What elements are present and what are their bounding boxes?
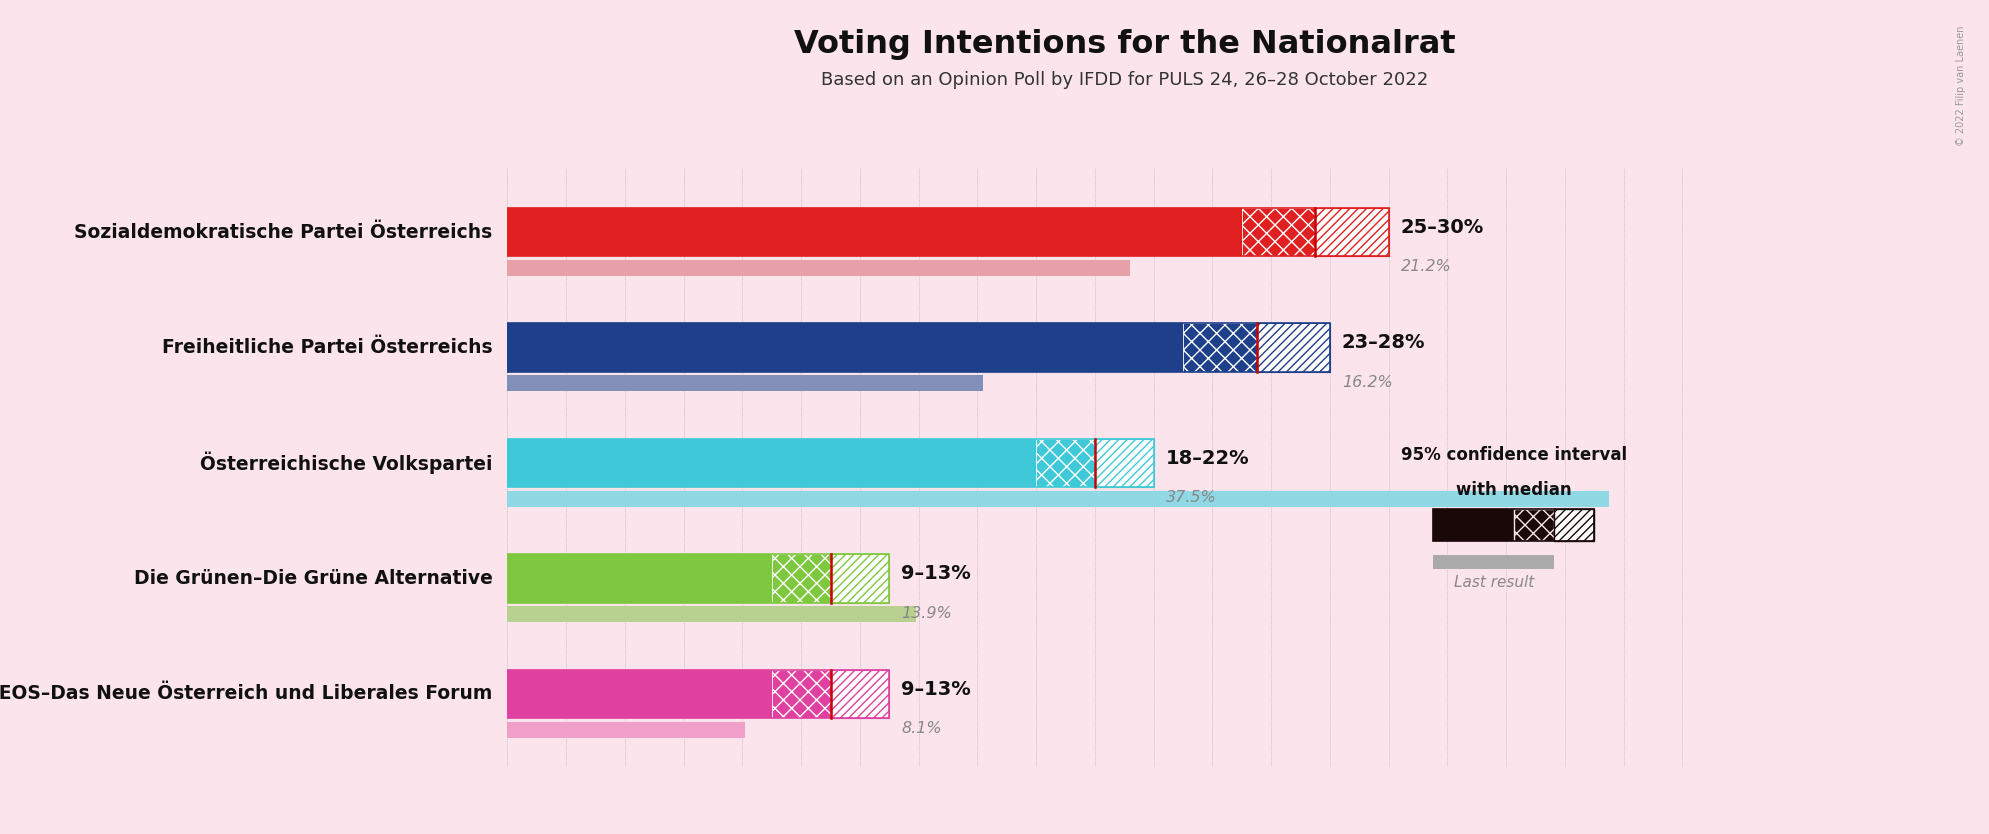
Bar	[507, 490, 1609, 507]
Bar	[507, 721, 746, 738]
Bar	[507, 439, 1154, 487]
Text: 95% confidence interval: 95% confidence interval	[1400, 446, 1625, 465]
Text: with median: with median	[1456, 481, 1571, 499]
Text: Sozialdemokratische Partei Österreichs: Sozialdemokratische Partei Österreichs	[74, 223, 493, 242]
Bar	[1255, 324, 1329, 372]
Text: 9–13%: 9–13%	[901, 565, 971, 583]
Bar	[1315, 208, 1388, 256]
Text: 23–28%: 23–28%	[1341, 334, 1424, 353]
Text: 9–13%: 9–13%	[901, 680, 971, 699]
Bar	[1514, 509, 1553, 541]
Text: 25–30%: 25–30%	[1400, 218, 1484, 237]
Text: Voting Intentions for the Nationalrat: Voting Intentions for the Nationalrat	[794, 29, 1454, 60]
Text: Last result: Last result	[1454, 575, 1534, 590]
Text: 37.5%: 37.5%	[1166, 490, 1215, 505]
Bar	[1183, 324, 1255, 372]
Bar	[772, 670, 829, 718]
Bar	[1553, 509, 1593, 541]
Bar	[507, 555, 772, 603]
Bar	[507, 324, 1329, 372]
Bar	[507, 208, 1241, 256]
Text: © 2022 Filip van Laenen: © 2022 Filip van Laenen	[1955, 25, 1965, 145]
Bar	[772, 555, 829, 603]
Bar	[507, 670, 772, 718]
Text: 16.2%: 16.2%	[1341, 374, 1392, 389]
Bar	[1094, 439, 1154, 487]
Bar	[507, 259, 1130, 276]
Bar	[507, 208, 1388, 256]
Text: Österreichische Volkspartei: Österreichische Volkspartei	[201, 452, 493, 475]
Bar	[507, 324, 1183, 372]
Text: NEOS–Das Neue Österreich und Liberales Forum: NEOS–Das Neue Österreich und Liberales F…	[0, 685, 493, 703]
Bar	[1241, 208, 1315, 256]
Bar	[1432, 555, 1553, 569]
Bar	[507, 555, 889, 603]
Bar	[1432, 509, 1593, 541]
Bar	[507, 439, 1036, 487]
Text: Based on an Opinion Poll by IFDD for PULS 24, 26–28 October 2022: Based on an Opinion Poll by IFDD for PUL…	[819, 71, 1428, 89]
Bar	[1036, 439, 1094, 487]
Bar	[829, 670, 889, 718]
Bar	[829, 555, 889, 603]
Bar	[1432, 509, 1514, 541]
Bar	[507, 606, 915, 622]
Text: 8.1%: 8.1%	[901, 721, 941, 736]
Bar	[507, 375, 983, 391]
Text: Freiheitliche Partei Österreichs: Freiheitliche Partei Österreichs	[161, 338, 493, 357]
Text: 13.9%: 13.9%	[901, 605, 951, 620]
Text: 18–22%: 18–22%	[1166, 449, 1249, 468]
Text: 21.2%: 21.2%	[1400, 259, 1450, 274]
Bar	[507, 670, 889, 718]
Text: Die Grünen–Die Grüne Alternative: Die Grünen–Die Grüne Alternative	[133, 569, 493, 588]
